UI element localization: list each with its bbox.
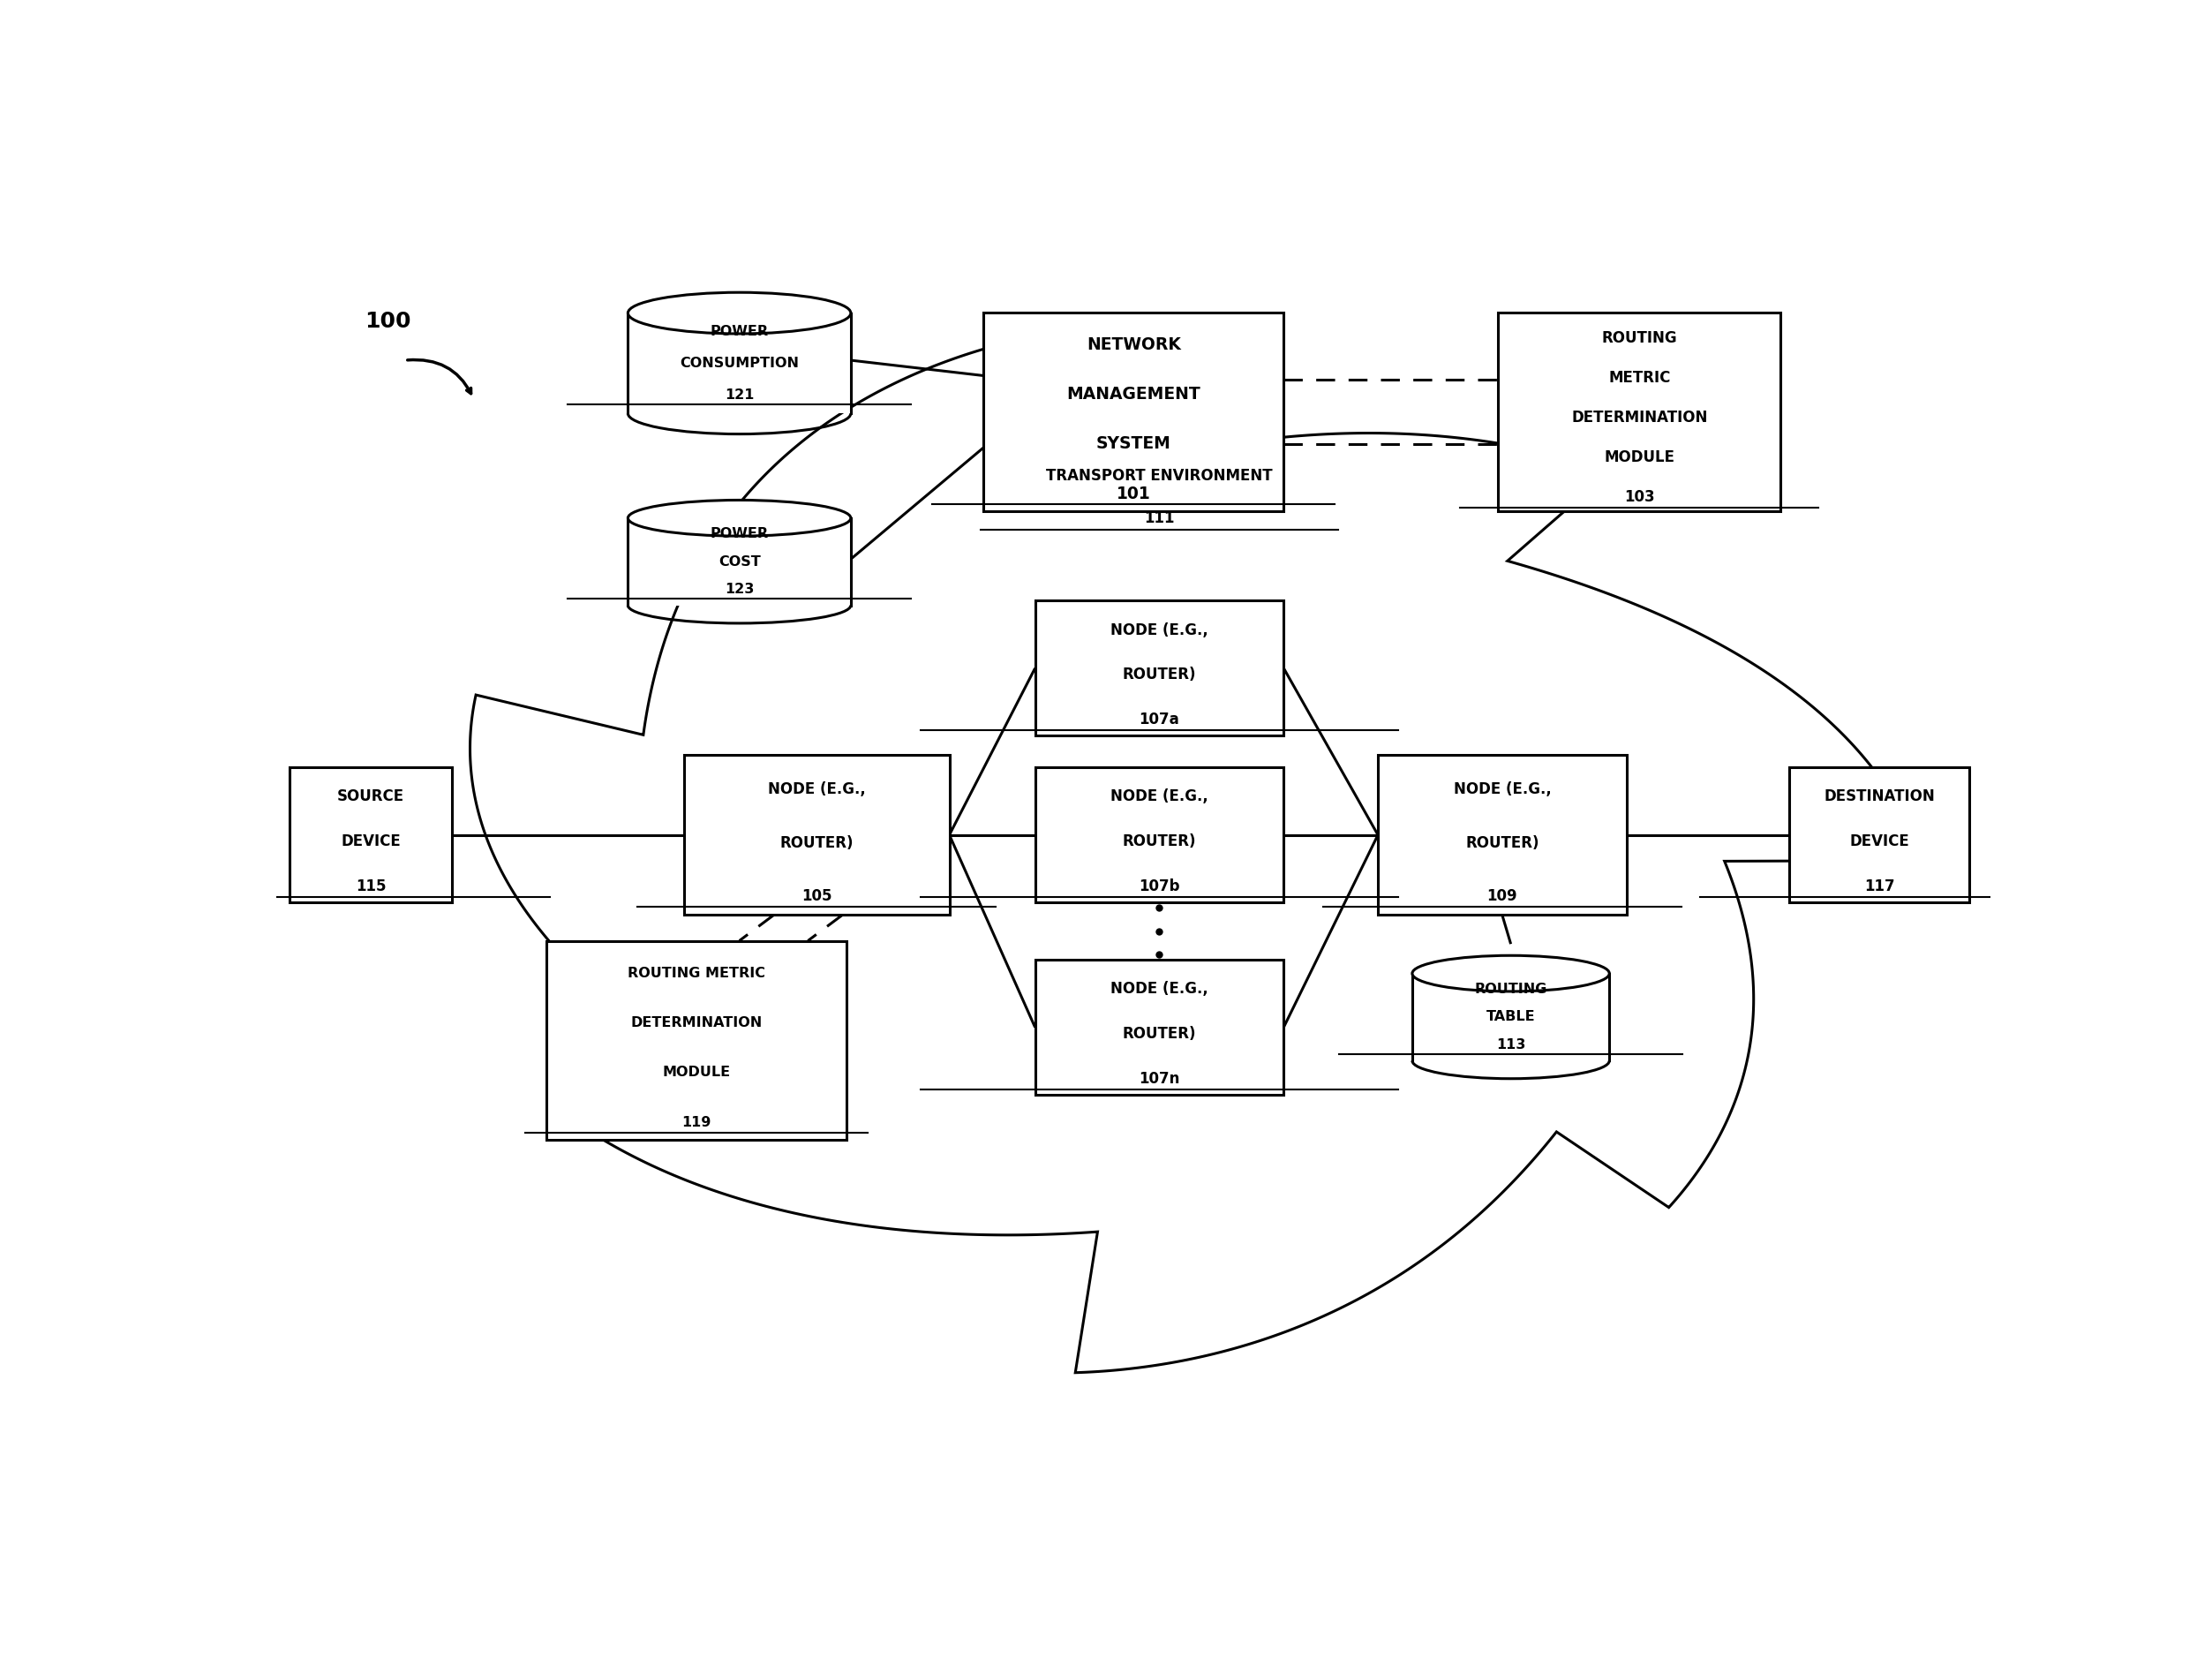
Text: MANAGEMENT: MANAGEMENT <box>1066 387 1201 403</box>
Ellipse shape <box>628 500 852 536</box>
Polygon shape <box>469 348 1922 1373</box>
Text: ROUTER): ROUTER) <box>1121 833 1197 850</box>
Ellipse shape <box>1411 956 1610 991</box>
Text: NODE (E.G.,: NODE (E.G., <box>1110 788 1208 805</box>
Bar <box>1035 768 1283 903</box>
Text: DESTINATION: DESTINATION <box>1825 788 1936 805</box>
Text: NETWORK: NETWORK <box>1086 337 1181 353</box>
Text: 123: 123 <box>726 583 754 596</box>
Text: 119: 119 <box>681 1116 712 1130</box>
Text: ROUTER): ROUTER) <box>1464 835 1540 851</box>
Text: TRANSPORT ENVIRONMENT: TRANSPORT ENVIRONMENT <box>1046 468 1272 483</box>
Text: ROUTING METRIC: ROUTING METRIC <box>628 966 765 980</box>
Text: ROUTER): ROUTER) <box>1121 666 1197 683</box>
Text: DEVICE: DEVICE <box>341 833 400 850</box>
Text: NODE (E.G.,: NODE (E.G., <box>1110 981 1208 998</box>
Text: POWER: POWER <box>710 526 768 540</box>
Text: MODULE: MODULE <box>1604 450 1674 465</box>
Text: TABLE: TABLE <box>1486 1011 1535 1023</box>
Text: 103: 103 <box>1624 490 1655 505</box>
Text: 107a: 107a <box>1139 711 1179 728</box>
Text: SYSTEM: SYSTEM <box>1097 435 1170 451</box>
Bar <box>1790 768 1969 903</box>
Ellipse shape <box>628 293 852 333</box>
Text: DETERMINATION: DETERMINATION <box>1571 410 1708 425</box>
Text: 105: 105 <box>801 888 832 905</box>
Text: ROUTING: ROUTING <box>1475 983 1546 996</box>
Text: NODE (E.G.,: NODE (E.G., <box>1110 621 1208 638</box>
Bar <box>1378 755 1626 915</box>
Text: 107b: 107b <box>1139 878 1179 895</box>
Text: MODULE: MODULE <box>661 1066 730 1080</box>
Text: 109: 109 <box>1486 888 1517 905</box>
Text: POWER: POWER <box>710 325 768 338</box>
Text: ROUTER): ROUTER) <box>1121 1026 1197 1041</box>
Text: 113: 113 <box>1495 1038 1526 1051</box>
Text: SOURCE: SOURCE <box>336 788 405 805</box>
Text: 117: 117 <box>1865 878 1896 895</box>
Text: METRIC: METRIC <box>1608 370 1670 387</box>
Text: 121: 121 <box>726 388 754 402</box>
Text: DEVICE: DEVICE <box>1849 833 1909 850</box>
Text: ROUTER): ROUTER) <box>779 835 854 851</box>
Text: 100: 100 <box>365 312 411 333</box>
Text: 115: 115 <box>356 878 387 895</box>
Bar <box>546 941 847 1140</box>
Text: 107n: 107n <box>1139 1071 1179 1086</box>
Text: DETERMINATION: DETERMINATION <box>630 1016 763 1030</box>
Text: ROUTING: ROUTING <box>1601 330 1677 347</box>
Text: NODE (E.G.,: NODE (E.G., <box>768 781 865 798</box>
Text: CONSUMPTION: CONSUMPTION <box>679 357 799 370</box>
Bar <box>1035 960 1283 1095</box>
Bar <box>1498 312 1781 511</box>
Bar <box>1035 601 1283 735</box>
Bar <box>290 768 451 903</box>
Text: 101: 101 <box>1117 485 1150 501</box>
Bar <box>1411 973 1610 1061</box>
Bar <box>684 755 949 915</box>
Text: COST: COST <box>719 555 761 568</box>
Bar <box>984 312 1283 511</box>
Text: 111: 111 <box>1144 510 1175 526</box>
Bar <box>628 518 852 605</box>
Bar <box>628 313 852 413</box>
Text: NODE (E.G.,: NODE (E.G., <box>1453 781 1551 798</box>
